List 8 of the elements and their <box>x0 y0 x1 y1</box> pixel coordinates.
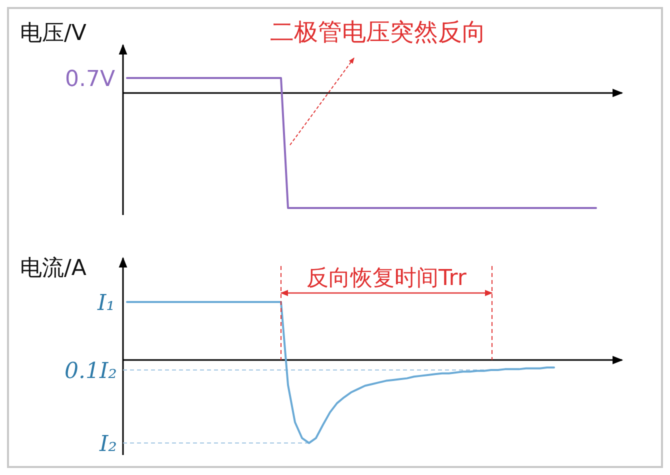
text: 二极管电压突然反向 <box>270 18 486 46</box>
text: I₁ <box>96 291 115 316</box>
y-axis-title: 电压/V <box>20 21 86 46</box>
y-axis-title: 电流/A <box>20 256 86 281</box>
ref-line-label: I₂ <box>98 432 117 457</box>
ref-line-label: 0.1I₂ <box>64 359 117 384</box>
text: 0.7V <box>64 67 115 92</box>
text: 反向恢复时间Trr <box>306 266 468 291</box>
